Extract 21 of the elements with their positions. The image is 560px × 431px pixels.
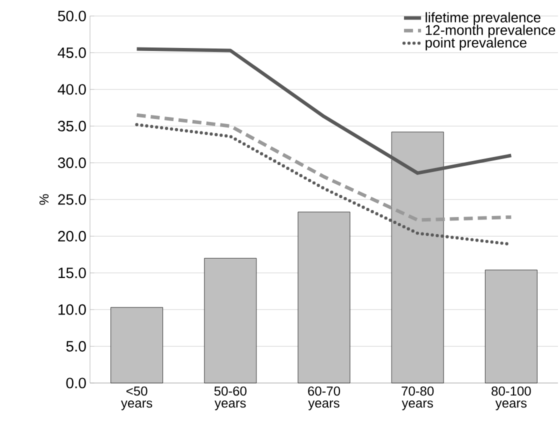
x-tick-label: 70-80 years <box>402 386 434 410</box>
y-tick-label: 10.0 <box>58 304 86 315</box>
y-tick-label: 0.0 <box>66 378 86 388</box>
y-tick-label: 5.0 <box>66 341 86 352</box>
y-tick-label: 50.0 <box>58 10 86 22</box>
y-axis-title: % <box>39 194 49 205</box>
x-tick-label: <50 years <box>120 386 152 410</box>
y-tick-label: 25.0 <box>58 194 86 205</box>
legend-label: point prevalence <box>426 37 526 50</box>
y-tick-label: 30.0 <box>58 158 86 168</box>
legend-label: 12-month prevalence <box>426 24 556 38</box>
y-tick-label: 20.0 <box>58 230 86 242</box>
y-tick-label: 40.0 <box>58 84 86 95</box>
x-tick-label: 60-70 years <box>308 386 340 410</box>
y-tick-label: 35.0 <box>58 120 86 132</box>
line-series <box>135 113 513 222</box>
legend-label: lifetime prevalence <box>426 12 540 26</box>
x-tick-label: 80-100 years <box>492 386 531 410</box>
x-tick-label: 50-60 years <box>214 386 246 410</box>
y-tick-label: 45.0 <box>58 47 86 58</box>
y-tick-label: 15.0 <box>58 268 86 278</box>
